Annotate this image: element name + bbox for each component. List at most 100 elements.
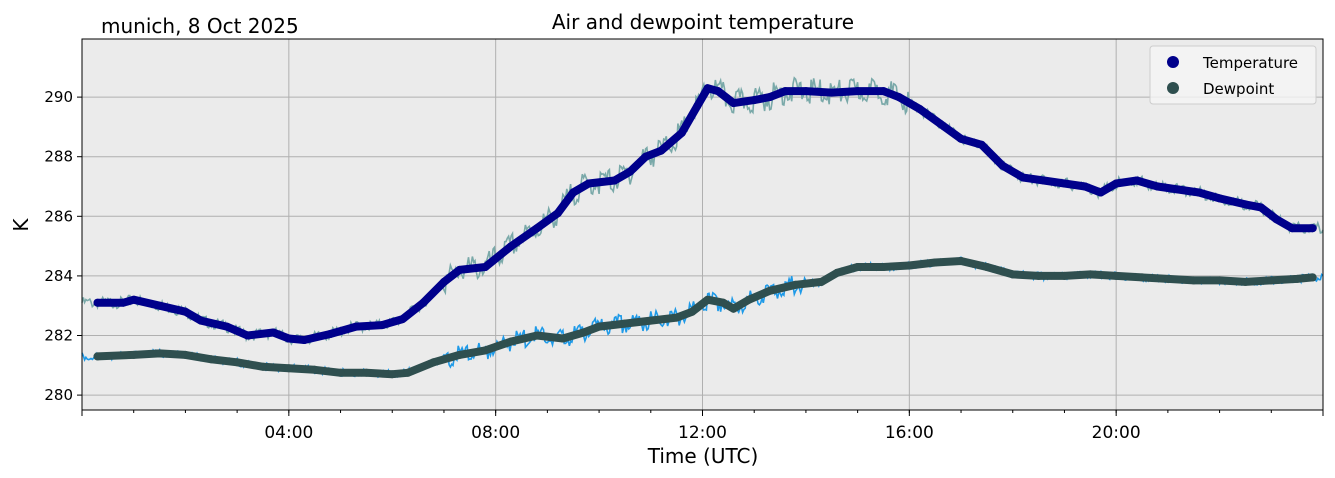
data-point-dewpoint bbox=[832, 268, 841, 277]
y-tick-label: 288 bbox=[44, 148, 73, 166]
data-point-temperature bbox=[693, 102, 702, 110]
data-point-temperature bbox=[998, 161, 1007, 170]
data-point-temperature bbox=[703, 84, 712, 93]
data-point-temperature bbox=[326, 330, 335, 338]
data-point-temperature bbox=[936, 119, 945, 128]
data-point-temperature bbox=[553, 209, 562, 218]
data-point-temperature bbox=[801, 87, 810, 96]
data-point-dewpoint bbox=[259, 362, 267, 371]
data-point-temperature bbox=[1081, 182, 1090, 191]
data-point-dewpoint bbox=[403, 368, 412, 377]
data-point-temperature bbox=[714, 87, 722, 96]
data-point-dewpoint bbox=[595, 322, 604, 331]
data-point-dewpoint bbox=[558, 334, 567, 343]
data-point-temperature bbox=[352, 322, 361, 331]
data-point-temperature bbox=[677, 128, 686, 137]
x-axis-ticks: 04:00 08:00 12:00 16:00 20:00 bbox=[81, 410, 1324, 443]
data-point-dewpoint bbox=[703, 295, 712, 304]
data-point-temperature bbox=[879, 87, 888, 96]
data-point-dewpoint bbox=[181, 350, 190, 359]
data-point-temperature bbox=[440, 277, 448, 286]
data-point-temperature bbox=[750, 96, 759, 105]
data-point-temperature bbox=[1019, 173, 1028, 182]
x-tick-label: 08:00 bbox=[471, 423, 520, 443]
data-point-dewpoint bbox=[1293, 274, 1302, 283]
data-point-dewpoint bbox=[233, 358, 242, 367]
data-point-temperature bbox=[243, 331, 252, 340]
data-point-temperature bbox=[1308, 224, 1317, 233]
data-point-temperature bbox=[584, 179, 593, 188]
data-point-dewpoint bbox=[1112, 271, 1121, 280]
data-point-temperature bbox=[507, 242, 516, 251]
chart-title: Air and dewpoint temperature bbox=[552, 10, 854, 34]
x-axis-label: Time (UTC) bbox=[647, 444, 759, 468]
data-point-temperature bbox=[569, 188, 578, 197]
data-point-temperature bbox=[729, 99, 738, 108]
data-point-dewpoint bbox=[853, 263, 862, 271]
data-point-dewpoint bbox=[155, 349, 164, 358]
y-tick-label: 280 bbox=[44, 386, 73, 404]
x-tick-label: 04:00 bbox=[264, 423, 313, 443]
y-tick-label: 282 bbox=[44, 327, 73, 345]
data-point-temperature bbox=[455, 265, 464, 274]
data-point-temperature bbox=[284, 334, 293, 343]
data-point-dewpoint bbox=[1060, 271, 1069, 280]
data-point-dewpoint bbox=[1308, 273, 1317, 282]
legend-marker-temperature bbox=[1167, 56, 1179, 68]
data-point-temperature bbox=[1112, 179, 1121, 188]
data-point-temperature bbox=[1194, 188, 1203, 197]
data-point-dewpoint bbox=[362, 368, 371, 377]
data-point-dewpoint bbox=[982, 263, 991, 271]
data-point-temperature bbox=[895, 93, 903, 102]
data-point-temperature bbox=[1060, 179, 1069, 188]
data-point-temperature bbox=[119, 298, 128, 307]
data-point-temperature bbox=[1241, 200, 1250, 209]
y-axis-label: K bbox=[9, 218, 33, 232]
data-point-dewpoint bbox=[791, 280, 800, 289]
data-point-temperature bbox=[827, 88, 836, 97]
data-point-temperature bbox=[269, 328, 278, 337]
data-point-dewpoint bbox=[957, 257, 965, 265]
data-point-temperature bbox=[129, 295, 138, 304]
data-point-temperature bbox=[1272, 215, 1281, 224]
x-tick-label: 20:00 bbox=[1092, 423, 1141, 443]
data-point-dewpoint bbox=[905, 261, 914, 270]
data-point-temperature bbox=[1215, 194, 1224, 203]
data-point-dewpoint bbox=[310, 365, 319, 374]
data-point-dewpoint bbox=[1215, 276, 1224, 285]
y-tick-label: 286 bbox=[44, 207, 73, 225]
data-point-dewpoint bbox=[1241, 277, 1250, 286]
data-point-temperature bbox=[419, 298, 428, 307]
data-point-temperature bbox=[481, 263, 490, 271]
data-point-dewpoint bbox=[745, 295, 753, 304]
data-point-temperature bbox=[533, 224, 541, 233]
data-point-temperature bbox=[853, 87, 862, 96]
data-point-temperature bbox=[398, 315, 407, 324]
data-point-dewpoint bbox=[1086, 270, 1095, 279]
data-point-temperature bbox=[781, 87, 790, 96]
y-axis-ticks: 280 282 284 286 288 290 bbox=[44, 88, 82, 404]
data-point-dewpoint bbox=[336, 368, 345, 377]
data-point-temperature bbox=[765, 93, 774, 102]
legend-marker-dewpoint bbox=[1167, 82, 1179, 94]
data-point-dewpoint bbox=[455, 350, 464, 359]
data-point-temperature bbox=[977, 140, 986, 149]
data-point-temperature bbox=[1039, 176, 1048, 185]
data-point-dewpoint bbox=[1163, 274, 1172, 283]
data-point-dewpoint bbox=[672, 313, 681, 322]
data-point-dewpoint bbox=[129, 350, 138, 359]
data-point-temperature bbox=[1132, 176, 1141, 185]
legend-box bbox=[1149, 45, 1317, 105]
data-point-temperature bbox=[377, 321, 386, 330]
data-point-dewpoint bbox=[284, 364, 293, 373]
data-point-dewpoint bbox=[93, 352, 102, 361]
data-point-dewpoint bbox=[879, 263, 888, 271]
data-point-dewpoint bbox=[1008, 270, 1017, 279]
legend: Temperature Dewpoint bbox=[1149, 45, 1317, 105]
data-point-dewpoint bbox=[579, 328, 588, 337]
data-point-dewpoint bbox=[646, 316, 655, 325]
data-point-temperature bbox=[196, 316, 205, 325]
legend-label-temperature: Temperature bbox=[1202, 54, 1298, 72]
series-line-dewpoint bbox=[93, 257, 1317, 379]
